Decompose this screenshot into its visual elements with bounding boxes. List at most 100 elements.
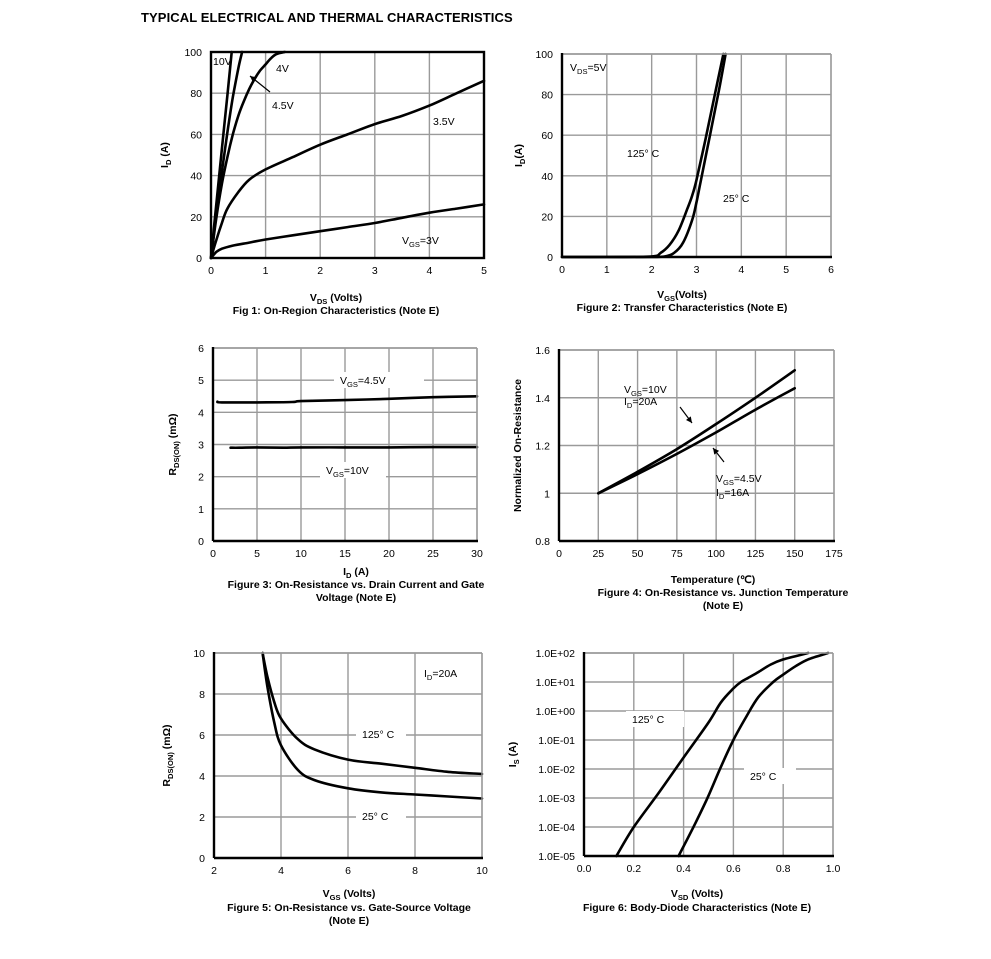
x-tick-label: 0 — [208, 265, 214, 277]
x-tick-label: 4 — [278, 865, 284, 877]
x-tick-label: 0 — [559, 264, 565, 276]
fig2-chart: 0 1 2 3 4 5 6020406080100VGS(Volts)ID(A)Figure… — [513, 49, 834, 314]
y-tick-label: 1.0E-02 — [538, 764, 575, 776]
figure-caption: Figure 5: On-Resistance vs. Gate-Source … — [227, 902, 471, 914]
x-axis-label-rest: (Volts) — [675, 289, 707, 301]
curve-annotation-main: V — [570, 62, 577, 74]
x-axis-label: VGS (Volts) — [323, 888, 376, 902]
x-tick-label: 0.6 — [726, 863, 741, 875]
x-tick-label: 150 — [786, 548, 804, 560]
y-axis-label-sub: DS(ON) — [166, 752, 175, 779]
y-axis-label-rest: (mΩ) — [167, 413, 179, 441]
curve-annotation: VGS=3V — [402, 235, 439, 249]
curve-annotation-main: I — [424, 668, 427, 680]
y-tick-label: 100 — [535, 49, 553, 61]
x-axis-label-rest: (Volts) — [327, 292, 362, 304]
x-axis-label-sub: GS — [664, 294, 675, 303]
x-axis-label-rest: (Volts) — [688, 888, 723, 900]
curve-annotation-main: V — [326, 465, 333, 477]
fig3-chart: 0 5 10 15 20 25 30 0 1 2 3 4 5 6 ID (A) RDS(ON) (mΩ) Fig… — [167, 343, 485, 604]
x-tick-label: 10 — [476, 865, 488, 877]
y-axis-label-sub: D — [164, 159, 173, 165]
x-axis-label-sub: DS — [317, 297, 327, 306]
series-line-1 — [615, 651, 810, 858]
x-tick-label: 2 — [317, 265, 323, 277]
x-tick-label: 4 — [426, 265, 432, 277]
y-axis-label-main: R — [167, 468, 179, 476]
x-axis-label-main: V — [671, 888, 678, 900]
x-tick-label: 5 — [783, 264, 789, 276]
label-background — [744, 768, 796, 784]
y-tick-label: 1.0E-05 — [538, 851, 575, 863]
label-background — [626, 711, 684, 727]
series-line-1 — [261, 651, 484, 776]
curve-annotation-rest: =20A — [632, 396, 657, 408]
curve-annotation-rest: =4.5V — [734, 473, 762, 485]
curve-annotation: 4.5V — [272, 100, 294, 112]
x-tick-label: 15 — [339, 548, 351, 560]
x-tick-label: 25 — [592, 548, 604, 560]
y-tick-label: 60 — [190, 129, 202, 141]
y-tick-label: 1.0E-04 — [538, 822, 575, 834]
x-tick-label: 75 — [671, 548, 683, 560]
series-line-2 — [677, 651, 830, 858]
curve-annotation-rest: =10V — [642, 384, 667, 396]
curve-annotation-rest: =5V — [588, 62, 607, 74]
y-tick-label: 5 — [198, 375, 204, 387]
figure-caption: Figure 6: Body-Diode Characteristics (No… — [583, 902, 811, 914]
series-line-4 — [209, 79, 486, 260]
x-tick-label: 2 — [211, 865, 217, 877]
curve-annotation: VDS=5V — [570, 62, 606, 76]
y-axis-label-rest: (A) — [507, 742, 519, 760]
arrowhead-icon — [686, 416, 692, 423]
x-tick-label: 25 — [427, 548, 439, 560]
y-axis-label-rest: (mΩ) — [161, 724, 173, 752]
curve-annotation-main: I — [624, 396, 627, 408]
y-tick-label: 3 — [198, 440, 204, 452]
x-axis-label-main: I — [343, 566, 346, 578]
y-axis-label: RDS(ON) (mΩ) — [161, 724, 175, 786]
y-tick-label: 0 — [198, 536, 204, 548]
curve-annotation: 3.5V — [433, 116, 455, 128]
curve-annotation: 125° C — [627, 148, 660, 160]
x-axis-label-main: V — [657, 289, 664, 301]
y-axis-label: Normalized On-Resistance — [512, 379, 524, 512]
label-background — [356, 808, 406, 824]
series-line-1 — [216, 395, 479, 404]
x-tick-label: 4 — [738, 264, 744, 276]
y-tick-label: 0.8 — [535, 536, 550, 548]
curve-annotation: 25° C — [362, 811, 389, 823]
figure-caption: Fig 1: On-Region Characteristics (Note E… — [233, 305, 440, 317]
x-tick-label: 1 — [263, 265, 269, 277]
curve-annotation-rest: =3V — [420, 235, 439, 247]
figure-caption: Figure 4: On-Resistance vs. Junction Tem… — [598, 587, 849, 599]
curve-annotation-sub: GS — [631, 389, 642, 398]
curve-annotation-sub: D — [719, 492, 725, 501]
figure-caption: Figure 3: On-Resistance vs. Drain Curren… — [228, 579, 485, 591]
y-axis-label-main: I — [513, 164, 525, 167]
y-tick-label: 0 — [196, 253, 202, 265]
curve-annotation-main: V — [402, 235, 409, 247]
x-axis-label: VGS(Volts) — [657, 289, 707, 303]
y-tick-label: 0 — [199, 853, 205, 865]
x-tick-label: 20 — [383, 548, 395, 560]
x-tick-label: 0.4 — [676, 863, 691, 875]
curve-annotation: 125° C — [362, 729, 395, 741]
x-tick-label: 0.2 — [626, 863, 641, 875]
y-tick-label: 1.0E+02 — [536, 648, 576, 660]
x-tick-label: 0 — [556, 548, 562, 560]
y-tick-label: 20 — [541, 211, 553, 223]
x-tick-label: 30 — [471, 548, 483, 560]
curve-annotation: ID=16A — [716, 487, 749, 501]
curve-annotation: VGS=4.5V — [716, 473, 762, 487]
curve-annotation-rest: =16A — [724, 487, 749, 499]
curve-annotation-rest: =10V — [344, 465, 369, 477]
series-line-2 — [261, 651, 484, 800]
x-tick-label: 50 — [632, 548, 644, 560]
y-axis-label-rest: (A) — [159, 142, 171, 160]
y-tick-label: 80 — [541, 90, 553, 102]
x-tick-label: 10 — [295, 548, 307, 560]
curve-annotation: ID=20A — [624, 396, 657, 410]
y-axis-label: RDS(ON) (mΩ) — [167, 413, 181, 475]
y-axis-label: IS (A) — [507, 742, 521, 767]
